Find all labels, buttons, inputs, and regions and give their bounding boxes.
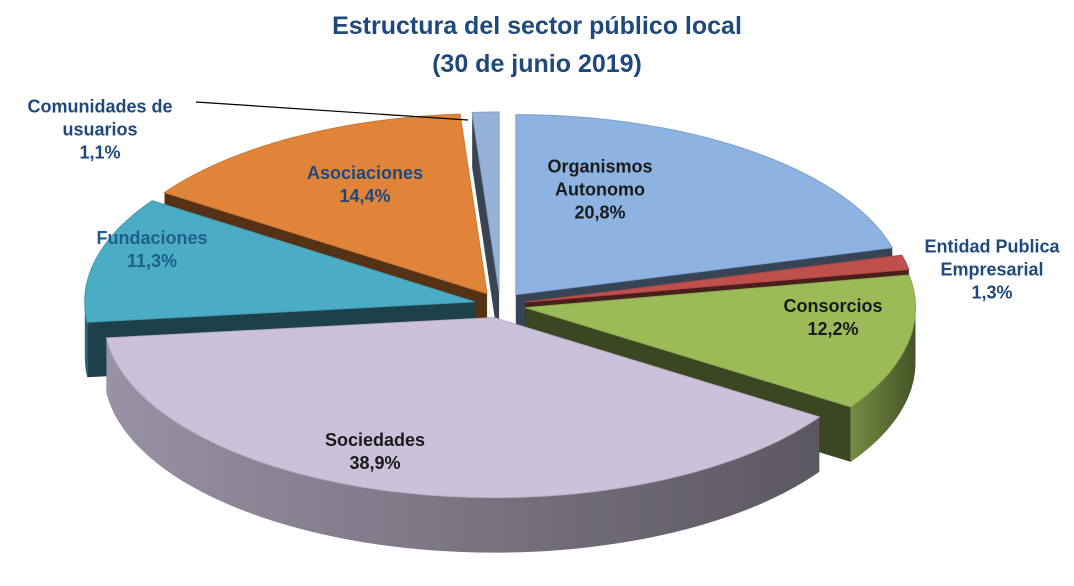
category-label: Sociedades xyxy=(324,430,426,450)
category-label: Entidad Publica Empresarial xyxy=(924,236,1060,280)
value-label: 1,3% xyxy=(971,282,1013,303)
slice xyxy=(471,111,500,293)
category-label: Asociaciones xyxy=(306,163,424,183)
slice xyxy=(105,317,821,499)
slice xyxy=(525,274,916,408)
value-label: 38,9% xyxy=(349,453,401,473)
category-label: Comunidades de usuarios xyxy=(27,96,173,140)
category-label: Fundaciones xyxy=(96,228,208,248)
data-label: Consorcios 12,2% xyxy=(733,295,933,341)
slice xyxy=(515,114,894,296)
leader-line xyxy=(195,101,469,121)
value-label: 1,1% xyxy=(79,142,121,163)
chart-subtitle: (30 de junio 2019) xyxy=(432,50,642,78)
chart-title: Estructura del sector público local xyxy=(332,12,742,40)
value-label: 14,4% xyxy=(339,186,391,206)
data-label: Sociedades 38,9% xyxy=(275,429,475,475)
value-label: 11,3% xyxy=(126,251,178,271)
slice-wall xyxy=(850,307,916,462)
value-label: 20,8% xyxy=(574,202,626,223)
value-label: 12,2% xyxy=(807,319,859,339)
category-label: Consorcios xyxy=(783,296,883,316)
slice xyxy=(163,113,488,295)
category-label: Organismos Autonomo xyxy=(547,156,653,200)
slice-side xyxy=(472,112,500,348)
data-label: Organismos Autonomo 20,8% xyxy=(540,156,660,225)
slice xyxy=(84,200,475,323)
data-label: Comunidades de usuarios 1,1% xyxy=(15,96,185,165)
data-label: Asociaciones 14,4% xyxy=(265,162,465,208)
data-label: Fundaciones 11,3% xyxy=(52,227,252,273)
data-label: Entidad Publica Empresarial 1,3% xyxy=(907,236,1074,305)
slice-wall xyxy=(106,337,820,553)
slice xyxy=(525,254,910,303)
